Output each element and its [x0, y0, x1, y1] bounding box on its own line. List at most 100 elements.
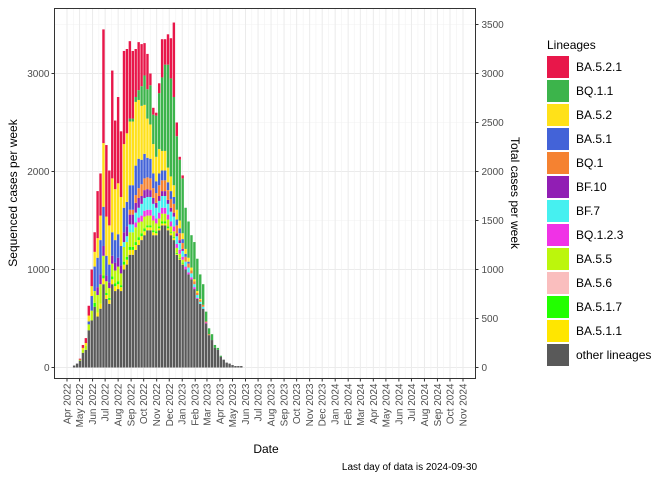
y2-tick-label: 1000: [482, 265, 505, 276]
bar-segment: [140, 221, 143, 234]
bar-stack-week: [99, 173, 102, 368]
bar-segment: [143, 197, 146, 211]
legend-item: BA.5.6: [547, 272, 612, 294]
legend-swatch: [547, 80, 569, 102]
bar-segment: [181, 250, 184, 257]
bar-segment: [128, 209, 132, 215]
legend-label: BF.7: [576, 204, 600, 218]
bar-stack-week: [201, 284, 205, 368]
bar-segment: [187, 261, 190, 264]
bar-segment: [157, 93, 161, 149]
bar-segment: [119, 287, 123, 292]
y-axis-right: 0 500 1000 1500 2000 2500 3000 3500: [475, 20, 505, 374]
bar-segment: [125, 49, 129, 134]
legend-label: BA.5.1.7: [576, 300, 622, 314]
bar-segment: [137, 197, 140, 208]
x-tick-label: Jan 2024: [331, 383, 342, 425]
bar-segment: [187, 274, 190, 368]
bar-segment: [172, 238, 176, 241]
bar-segment: [196, 291, 199, 294]
bar-segment: [160, 191, 164, 196]
bar-segment: [122, 246, 126, 262]
bar-stack-week: [231, 365, 234, 368]
bar-segment: [119, 245, 123, 266]
bar-segment: [87, 315, 90, 322]
bar-stack-week: [155, 112, 158, 368]
bar-segment: [201, 304, 205, 307]
bar-segment: [157, 218, 161, 227]
bar-stack-week: [234, 366, 237, 368]
legend-item: BF.10: [547, 176, 607, 198]
bar-segment: [178, 220, 181, 229]
bar-segment: [152, 197, 155, 204]
x-tick-label: Jul 2023: [254, 383, 265, 421]
bar-segment: [184, 261, 187, 267]
bar-segment: [181, 248, 184, 251]
bar-segment: [157, 230, 161, 368]
legend-item: BF.7: [547, 200, 600, 222]
bar-segment: [108, 170, 111, 226]
bar-stack-week: [216, 347, 220, 368]
bar-segment: [172, 196, 176, 204]
bar-segment: [155, 112, 158, 116]
bar-segment: [102, 255, 105, 276]
bar-segment: [99, 308, 102, 368]
bar-segment: [196, 258, 199, 292]
bar-segment: [140, 215, 143, 222]
bar-segment: [160, 150, 164, 171]
bar-segment: [237, 366, 240, 368]
bar-segment: [116, 281, 120, 285]
legend-item: BA.5.1: [547, 128, 612, 150]
y-tick-label: 1000: [27, 265, 50, 276]
bar-segment: [163, 170, 167, 181]
legend-label: BA.5.5: [576, 252, 612, 266]
bar-segment: [204, 322, 208, 324]
bar-segment: [219, 356, 222, 368]
bar-segment: [146, 225, 149, 228]
bar-segment: [216, 349, 220, 368]
bar-segment: [169, 232, 173, 234]
bar-segment: [181, 264, 184, 368]
bar-segment: [152, 107, 155, 115]
bar-segment: [93, 266, 96, 292]
bar-segment: [163, 191, 167, 196]
bar-segment: [155, 207, 158, 219]
bar-segment: [140, 203, 143, 216]
bar-segment: [175, 254, 178, 368]
bar-segment: [181, 178, 184, 234]
bar-segment: [111, 232, 114, 256]
bar-segment: [157, 196, 161, 201]
bar-stack-week: [210, 334, 214, 368]
bar-segment: [108, 225, 111, 265]
bar-segment: [190, 279, 193, 368]
bar-segment: [163, 180, 167, 192]
bar-segment: [184, 256, 187, 262]
bar-segment: [113, 189, 117, 241]
bar-segment: [116, 183, 120, 235]
bar-segment: [143, 210, 146, 217]
bar-segment: [105, 145, 108, 217]
bar-segment: [193, 289, 196, 368]
bar-segment: [149, 73, 152, 86]
data-caption: Last day of data is 2024-09-30: [342, 462, 478, 473]
bar-segment: [113, 286, 117, 292]
legend-swatch: [547, 320, 569, 342]
bar-segment: [146, 89, 149, 119]
bar-segment: [155, 193, 158, 203]
y-tick-label: 0: [44, 363, 50, 374]
bar-segment: [234, 366, 237, 368]
y-tick-label: 3000: [27, 69, 50, 80]
bar-stack-week: [90, 269, 93, 368]
bar-segment: [181, 175, 184, 179]
x-tick-label: Sep 2024: [433, 383, 444, 426]
bar-segment: [175, 219, 178, 226]
bar-stack-week: [181, 175, 184, 368]
bar-segment: [196, 297, 199, 299]
bar-segment: [163, 150, 167, 171]
bar-segment: [125, 264, 129, 368]
bar-segment: [163, 196, 167, 208]
legend-swatch: [547, 344, 569, 366]
bar-segment: [184, 269, 187, 368]
bar-segment: [190, 267, 193, 271]
bar-stack-week: [122, 50, 126, 368]
